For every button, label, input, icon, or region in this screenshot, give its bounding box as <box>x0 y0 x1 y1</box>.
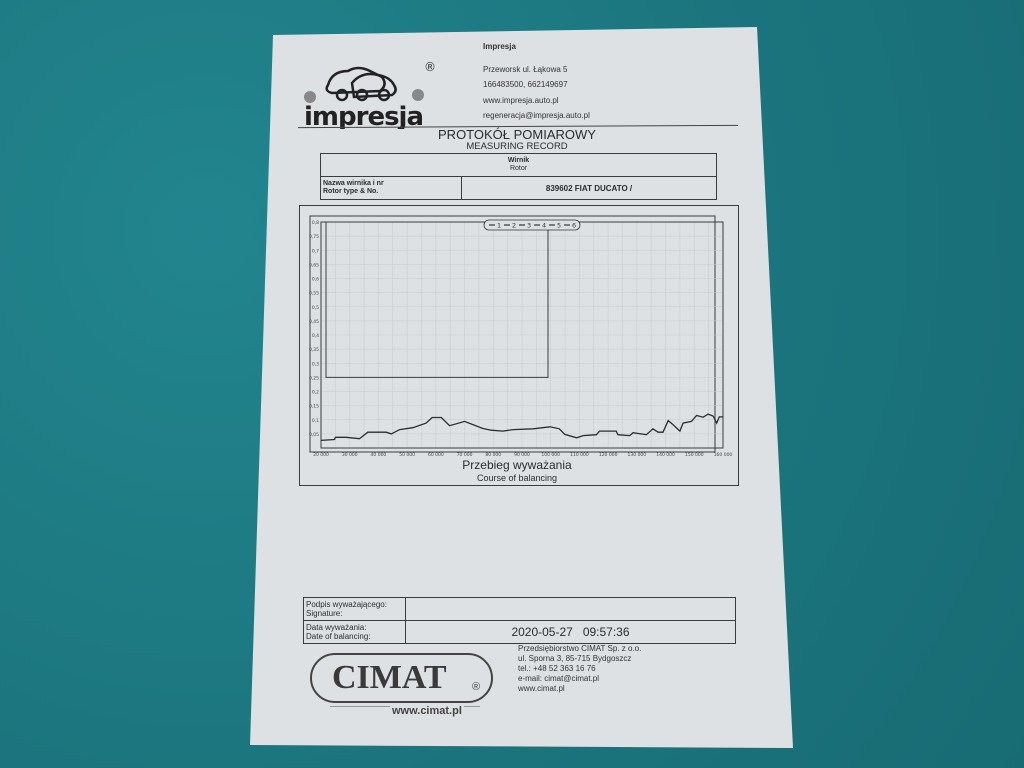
rotor-header: Wirnik Rotor <box>320 153 717 177</box>
date-value: 2020-05-27 09:57:36 <box>405 620 736 644</box>
cimat-logo: CIMAT ® <box>310 653 493 703</box>
y-tick-label: 0,55 <box>309 291 319 297</box>
y-tick-label: 0,45 <box>309 319 319 325</box>
x-tick-label: 100 000 <box>541 452 560 458</box>
date-label: Data wyważania: Date of balancing: <box>303 620 406 644</box>
x-tick-label: 40 000 <box>371 452 387 458</box>
plot-outer-frame <box>309 215 716 453</box>
y-tick-label: 0,65 <box>309 262 319 268</box>
y-tick-label: 0,1 <box>312 418 319 424</box>
cimat-logo-text: CIMAT <box>332 659 447 696</box>
rotor-table: Wirnik Rotor Nazwa wirnika i nr Rotor ty… <box>320 153 717 200</box>
company-email[interactable]: regeneracja@impresja.auto.pl <box>483 111 590 120</box>
x-tick-label: 150 000 <box>685 452 704 458</box>
page-subtitle: MEASURING RECORD <box>466 141 568 152</box>
company-address: Przeworsk ul. Łąkowa 5 <box>483 65 568 74</box>
legend-box <box>483 219 581 231</box>
x-tick-label: 130 000 <box>628 452 647 458</box>
x-tick-label: 160 000 <box>714 452 733 458</box>
x-tick-label: 90 000 <box>514 452 530 458</box>
y-tick-label: 0,25 <box>309 375 319 381</box>
impresja-logo: impresja ® <box>304 60 436 129</box>
y-tick-label: 0,75 <box>309 234 319 240</box>
legend-label: 2 <box>512 222 516 230</box>
series-line-1 <box>320 413 723 442</box>
y-tick-label: 0,6 <box>312 277 319 283</box>
company-name: Impresja <box>483 42 516 51</box>
y-tick-label: 0,35 <box>309 347 319 353</box>
signature-value <box>405 597 736 621</box>
y-tick-label: 0,4 <box>312 333 319 339</box>
balancing-info-table: Podpis wyważającego: Signature: Data wyw… <box>303 597 736 644</box>
page-title: PROTOKÓŁ POMIAROWY <box>438 127 596 142</box>
chart-caption-en: Course of balancing <box>476 473 558 483</box>
y-tick-label: 0,8 <box>312 220 319 226</box>
y-tick-label: 0,7 <box>312 248 319 254</box>
legend-label: 5 <box>557 222 561 230</box>
legend-label: 4 <box>542 222 546 230</box>
company-phones: 166483500, 662149697 <box>483 80 568 89</box>
balancing-chart: 0,8 0,75 0,7 0,65 0,6 0,55 0,5 0,45 0,4 0,35 0,3 0,… <box>309 215 733 458</box>
cimat-logo-url: www.cimat.pl <box>390 705 464 717</box>
impresja-logo-text: impresja <box>304 102 423 129</box>
x-tick-label: 80 000 <box>485 452 501 458</box>
rotor-label: Nazwa wirnika i nr Rotor type & No. <box>320 176 462 200</box>
rotor-value: 839602 FIAT DUCATO / <box>461 176 717 200</box>
y-tick-label: 0,3 <box>312 361 319 367</box>
inner-box <box>325 221 549 378</box>
legend-label: 3 <box>527 222 531 230</box>
x-tick-label: 110 000 <box>570 452 589 458</box>
chart-caption: Przebieg wyważania <box>462 458 572 472</box>
svg-text:®: ® <box>424 60 436 74</box>
y-tick-label: 0,2 <box>312 390 319 396</box>
x-tick-label: 50 000 <box>399 452 415 458</box>
chart-frame <box>299 205 739 486</box>
x-tick-label: 70 000 <box>457 452 473 458</box>
x-tick-label: 60 000 <box>428 452 444 458</box>
x-tick-label: 20 000 <box>313 452 329 458</box>
x-tick-label: 120 000 <box>599 452 618 458</box>
x-tick-label: 140 000 <box>656 452 675 458</box>
cimat-address: Przedsiębiorstwo CIMAT Sp. z o.o. ul. Sp… <box>518 644 642 693</box>
legend-label: 6 <box>572 222 576 230</box>
y-tick-label: 0,05 <box>309 432 319 438</box>
legend-label: 1 <box>497 222 501 230</box>
signature-label: Podpis wyważającego: Signature: <box>303 597 406 621</box>
x-tick-label: 30 000 <box>342 452 358 458</box>
y-tick-label: 0,15 <box>309 404 319 410</box>
y-tick-label: 0,5 <box>312 305 319 311</box>
company-website[interactable]: www.impresja.auto.pl <box>483 96 559 105</box>
